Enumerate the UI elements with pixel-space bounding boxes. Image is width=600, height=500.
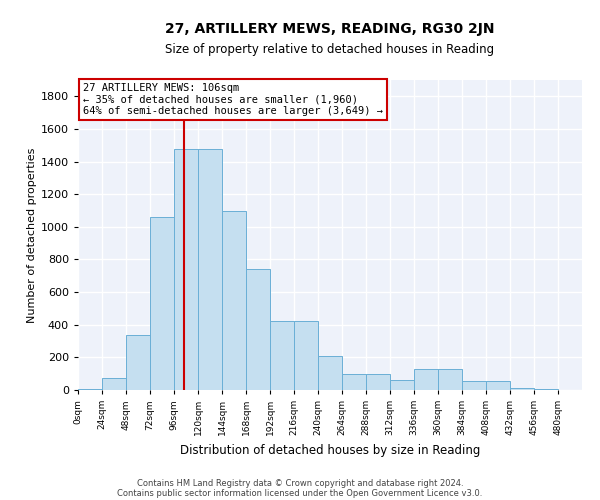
Bar [126,334,150,390]
Bar [294,322,318,390]
Bar [270,322,294,390]
Bar [462,381,486,390]
Bar [414,369,438,390]
Bar [150,217,174,390]
Bar [246,270,270,390]
Bar [318,356,342,390]
Text: Contains public sector information licensed under the Open Government Licence v3: Contains public sector information licen… [118,488,482,498]
Bar [198,148,222,390]
Text: Contains HM Land Registry data © Crown copyright and database right 2024.: Contains HM Land Registry data © Crown c… [137,478,463,488]
Bar [102,378,126,390]
Text: 27, ARTILLERY MEWS, READING, RG30 2JN: 27, ARTILLERY MEWS, READING, RG30 2JN [165,22,495,36]
Bar [510,388,534,390]
Bar [390,380,414,390]
Bar [366,374,390,390]
Bar [342,374,366,390]
Text: 27 ARTILLERY MEWS: 106sqm
← 35% of detached houses are smaller (1,960)
64% of se: 27 ARTILLERY MEWS: 106sqm ← 35% of detac… [83,83,383,116]
Y-axis label: Number of detached properties: Number of detached properties [26,148,37,322]
Text: Size of property relative to detached houses in Reading: Size of property relative to detached ho… [166,42,494,56]
Bar [438,369,462,390]
Bar [78,389,102,390]
Bar [486,381,510,390]
Bar [534,389,558,390]
X-axis label: Distribution of detached houses by size in Reading: Distribution of detached houses by size … [180,444,480,456]
Bar [222,210,246,390]
Bar [174,148,198,390]
